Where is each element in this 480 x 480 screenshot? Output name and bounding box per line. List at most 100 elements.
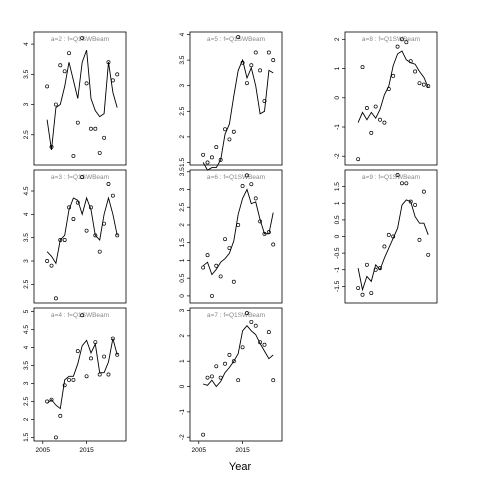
y-tick-label: -1 [334, 266, 341, 272]
data-point [378, 117, 382, 122]
data-point [201, 432, 206, 437]
data-point [49, 263, 54, 268]
data-point [360, 65, 365, 70]
data-point [426, 252, 431, 257]
data-point [271, 242, 276, 247]
y-tick-label: 4 [179, 32, 186, 36]
panel-title: a=2 : f=Q1SWBeam [51, 36, 109, 43]
data-point [382, 244, 387, 249]
data-point [231, 129, 236, 134]
y-tick-label: 2 [179, 334, 186, 338]
panel-frame [33, 31, 127, 166]
panel-title: a=3 : f=Q1SWBeam [51, 174, 109, 181]
data-point [404, 181, 409, 186]
data-point [53, 435, 58, 440]
data-point [245, 311, 249, 316]
data-point [218, 274, 223, 279]
data-point [417, 81, 422, 86]
y-tick-label: 3 [23, 259, 30, 263]
fitted-line [202, 58, 274, 171]
data-point [106, 182, 111, 186]
fitted-line [357, 199, 429, 292]
fitted-line [46, 196, 118, 265]
data-point [421, 189, 426, 194]
y-tick-label: 1.5 [179, 238, 186, 247]
data-point [400, 181, 404, 186]
data-point [58, 413, 63, 418]
data-point [253, 323, 258, 328]
panel: a=5 : f=Q1SWBeam 1.5 2 2.5 3 3.5 4 [179, 31, 283, 171]
y-tick-label: 2.5 [23, 130, 30, 139]
data-point [369, 291, 374, 295]
data-point [421, 82, 426, 87]
y-tick-label: 4.5 [23, 186, 30, 195]
y-tick-label: 1 [334, 201, 341, 205]
data-point [84, 81, 89, 86]
data-point [110, 193, 115, 198]
fitted-line [46, 338, 118, 410]
data-point [360, 292, 365, 297]
panel: a=8 : f=Q1SWBeam -2 -1 0 1 2 [334, 31, 438, 166]
y-tick-label: 4 [23, 42, 30, 46]
data-point [364, 262, 369, 267]
y-tick-label: 3 [23, 102, 30, 106]
data-point [395, 44, 400, 49]
data-point [205, 253, 210, 258]
x-tick-label: 2005 [36, 447, 51, 454]
data-point [84, 228, 89, 233]
data-point [45, 259, 50, 263]
panel-frame [344, 31, 438, 166]
y-tick-label: 0 [334, 96, 341, 100]
data-point [373, 104, 378, 109]
data-point [400, 37, 404, 42]
data-point [45, 84, 50, 89]
data-point [391, 73, 396, 78]
fitted-line [202, 188, 274, 276]
data-point [75, 349, 80, 354]
data-point [209, 293, 214, 298]
data-point [62, 383, 67, 388]
y-tick-label: 0 [179, 384, 186, 388]
data-point [266, 330, 271, 335]
data-point [106, 372, 111, 377]
y-tick-label: 1 [334, 66, 341, 70]
y-tick-label: 2 [334, 37, 341, 41]
panel: a=9 : f=Q1SWBeam -1.5 -1 -0.5 0 0.5 1 1.5 [334, 169, 438, 304]
panel-title: a=4 : f=Q1SWBeam [51, 312, 109, 319]
y-tick-label: 0.5 [334, 215, 341, 224]
data-point [62, 69, 67, 74]
data-point [395, 173, 400, 177]
data-point [249, 319, 254, 324]
data-point [236, 35, 241, 40]
y-tick-label: 1 [179, 359, 186, 363]
data-point [245, 81, 249, 86]
y-tick-label: -0.5 [334, 247, 341, 259]
data-point [223, 237, 227, 242]
data-point [201, 265, 206, 270]
data-point [201, 152, 206, 157]
data-point [214, 145, 219, 150]
y-tick-label: 5 [23, 309, 30, 313]
data-point [249, 182, 254, 187]
fitted-line [357, 50, 429, 123]
x-tick-label: 2015 [235, 447, 250, 454]
data-point [413, 69, 418, 74]
data-point [71, 377, 76, 382]
data-point [245, 173, 249, 178]
data-point [240, 345, 245, 350]
y-tick-label: 0 [334, 234, 341, 238]
data-point [369, 130, 374, 135]
y-tick-label: 2 [179, 223, 186, 227]
data-point [115, 72, 120, 77]
y-tick-label: 1.5 [23, 433, 30, 442]
data-point [262, 99, 267, 104]
data-point [240, 184, 245, 188]
data-point [231, 359, 236, 364]
data-point [417, 237, 422, 242]
data-point [97, 150, 102, 155]
data-point [53, 296, 58, 301]
data-point [214, 263, 219, 268]
data-point [266, 50, 271, 55]
panel-title: a=6 : f=Q1SWBeam [207, 174, 265, 181]
